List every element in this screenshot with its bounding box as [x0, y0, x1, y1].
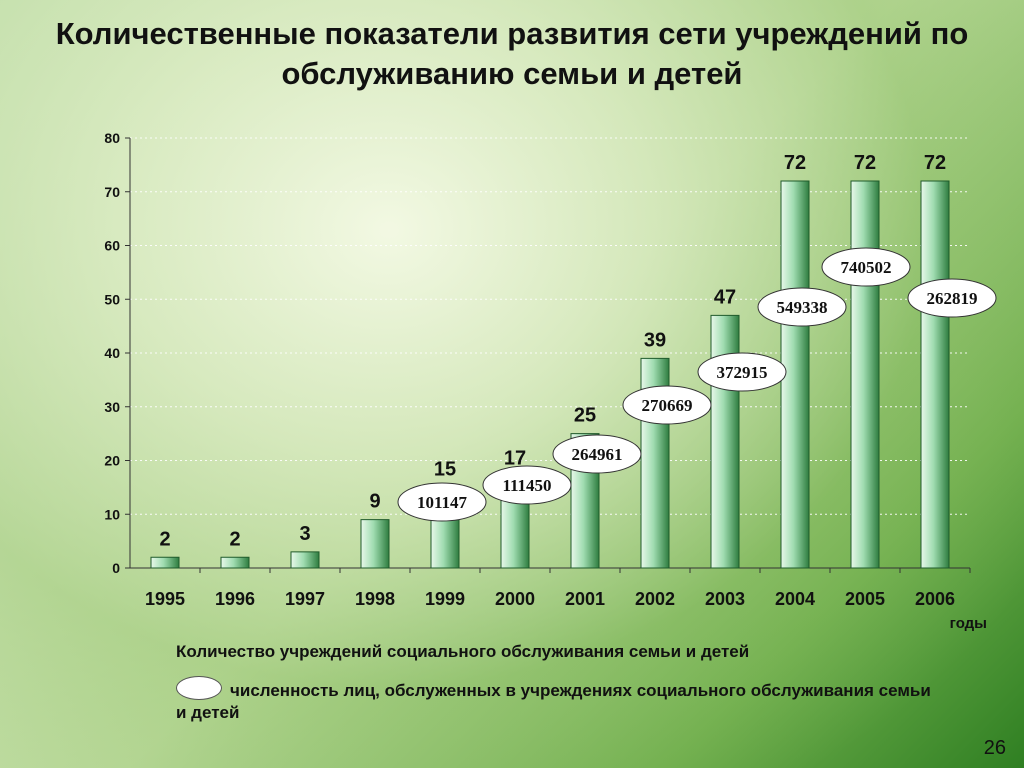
bar	[920, 180, 950, 569]
y-tick-label: 50	[104, 291, 120, 307]
x-tick-label: 2005	[845, 589, 885, 609]
oval-shape	[622, 385, 712, 425]
page-title: Количественные показатели развития сети …	[55, 16, 969, 91]
bar-value-label: 3	[299, 523, 310, 545]
people-count-oval: 372915	[697, 352, 787, 392]
bar	[220, 556, 250, 569]
oval-shape	[821, 247, 911, 287]
people-count-label: 262819	[927, 289, 978, 308]
legend-series-1: Количество учреждений социального обслуж…	[176, 642, 750, 661]
people-count-oval: 111450	[482, 465, 572, 505]
bar	[290, 551, 320, 569]
people-count-oval: 101147	[397, 482, 487, 522]
bar-value-label: 25	[574, 405, 596, 427]
people-count-label: 101147	[417, 493, 468, 512]
x-tick-label: 2001	[565, 589, 605, 609]
people-count-oval: 270669	[622, 385, 712, 425]
y-tick-label: 20	[104, 453, 120, 469]
x-tick-label: 2003	[705, 589, 745, 609]
bar-value-label: 2	[229, 528, 240, 550]
people-count-oval: 549338	[757, 287, 847, 327]
x-tick-label: 2002	[635, 589, 675, 609]
x-tick-label: 2004	[775, 589, 815, 609]
bar-value-label: 39	[644, 329, 666, 351]
y-tick-label: 40	[104, 345, 120, 361]
x-tick-label: 1997	[285, 589, 325, 609]
bar-value-label: 17	[504, 448, 526, 470]
bar-value-label: 72	[784, 152, 806, 174]
oval-shape	[552, 434, 642, 474]
y-tick-label: 10	[104, 506, 120, 522]
people-count-label: 372915	[717, 363, 768, 382]
bar	[850, 180, 880, 569]
oval-shape	[482, 465, 572, 505]
people-count-label: 270669	[642, 396, 693, 415]
oval-marker-icon	[176, 676, 222, 700]
bar-chart: 0 10 20 30 40 50 60 70 80 1995 1996 1997 1998 1999 200…	[104, 130, 997, 632]
x-tick-label: 2000	[495, 589, 535, 609]
y-tick-label: 60	[104, 238, 120, 254]
x-tick-label: 1995	[145, 589, 185, 609]
bar-value-label: 47	[714, 286, 736, 308]
bar-value-label: 15	[434, 458, 456, 480]
x-axis-label: годы	[950, 615, 987, 632]
people-count-oval: 262819	[907, 278, 997, 318]
bar-value-label: 9	[369, 491, 380, 513]
people-count-label: 111450	[502, 476, 551, 495]
y-tick-label: 0	[112, 560, 120, 576]
chart-legend: Количество учреждений социального обслуж…	[176, 640, 936, 724]
bar	[150, 556, 180, 569]
legend-series-2-label: численность лиц, обслуженных в учреждени…	[176, 681, 931, 722]
people-count-oval: 740502	[821, 247, 911, 287]
x-tick-label: 1998	[355, 589, 395, 609]
y-tick-label: 80	[104, 130, 120, 146]
x-tick-label: 1996	[215, 589, 255, 609]
people-count-label: 264961	[572, 445, 623, 464]
legend-series-2: численность лиц, обслуженных в учреждени…	[176, 676, 936, 724]
y-tick-label: 70	[104, 184, 120, 200]
people-count-oval: 264961	[552, 434, 642, 474]
oval-shape	[397, 482, 487, 522]
bar-value-label: 2	[159, 528, 170, 550]
y-tick-label: 30	[104, 399, 120, 415]
people-count-label: 549338	[777, 298, 828, 317]
page-number: 26	[983, 737, 1006, 759]
x-tick-label: 2006	[915, 589, 955, 609]
people-count-label: 740502	[841, 258, 892, 277]
oval-shape	[757, 287, 847, 327]
bar-value-label: 72	[854, 152, 876, 174]
x-tick-label: 1999	[425, 589, 465, 609]
bar-value-label: 72	[924, 152, 946, 174]
oval-shape	[907, 278, 997, 318]
oval-shape	[697, 352, 787, 392]
bar	[360, 519, 390, 569]
